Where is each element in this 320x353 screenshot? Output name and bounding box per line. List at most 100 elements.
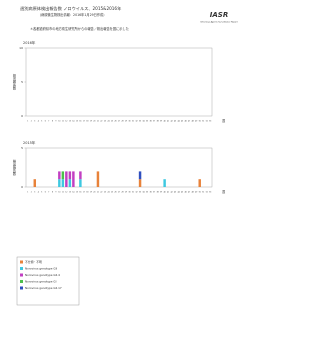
x-tick-label: 22: [100, 192, 102, 194]
x-axis-label: 週: [222, 189, 226, 194]
y-tick-label: 10: [19, 46, 23, 50]
x-tick-label: 36: [150, 121, 152, 123]
y-axis-label: 検出報告数: [12, 158, 16, 176]
bar: [163, 179, 166, 187]
bar: [33, 179, 37, 187]
x-tick-label: 50: [199, 192, 201, 194]
x-tick-label: 30: [129, 121, 131, 123]
x-tick-label: 29: [125, 192, 127, 194]
x-tick-label: 6: [45, 192, 46, 194]
legend-swatch: [20, 260, 23, 264]
x-tick-label: 49: [195, 121, 197, 123]
x-tick-label: 13: [69, 121, 71, 123]
x-tick-label: 32: [136, 192, 138, 194]
x-tick-label: 34: [143, 192, 145, 194]
x-tick-label: 15: [76, 192, 78, 194]
bar: [138, 171, 142, 180]
x-tick-label: 20: [93, 192, 95, 194]
x-tick-label: 30: [129, 192, 131, 194]
bar: [58, 179, 61, 187]
x-tick-label: 34: [143, 121, 145, 123]
x-tick-label: 41: [167, 121, 169, 123]
x-tick-label: 7: [48, 192, 49, 194]
x-tick-label: 50: [199, 121, 201, 123]
x-axis-label: 週: [222, 118, 226, 123]
page-title: 週別病原体検出報告数 ノロウイルス、2015&2016年: [20, 5, 121, 12]
x-tick-label: 17: [83, 121, 85, 123]
y-tick-label: 5: [21, 146, 23, 150]
x-tick-label: 16: [79, 192, 81, 194]
x-tick-label: 27: [118, 192, 120, 194]
x-tick-label: 48: [192, 192, 194, 194]
x-tick-label: 28: [121, 192, 123, 194]
x-tick-label: 42: [171, 192, 173, 194]
legend-label: Norovirus genotype GII.17: [25, 286, 62, 290]
x-tick-label: 25: [111, 192, 113, 194]
x-tick-label: 11: [62, 121, 64, 123]
x-tick-label: 44: [178, 192, 180, 194]
x-tick-label: 1: [27, 192, 28, 194]
x-tick-label: 4: [38, 192, 39, 194]
x-tick-label: 11: [62, 192, 64, 194]
x-tick-label: 46: [185, 121, 187, 123]
page: 週別病原体検出報告数 ノロウイルス、2015&2016年 （病原微生物検出情報：…: [12, 5, 238, 306]
x-tick-label: 7: [48, 121, 49, 123]
x-tick-label: 31: [132, 192, 134, 194]
x-tick-label: 39: [160, 192, 162, 194]
x-tick-label: 24: [107, 121, 109, 123]
x-tick-label: 41: [167, 192, 169, 194]
bar: [198, 179, 201, 187]
x-tick-label: 4: [38, 121, 39, 123]
x-tick-label: 48: [192, 121, 194, 123]
x-tick-label: 43: [174, 121, 176, 123]
plot-frame: [25, 147, 213, 188]
legend-label: Norovirus genotype GI: [25, 280, 57, 284]
legend-swatch: [20, 286, 23, 290]
x-tick-label: 37: [153, 121, 155, 123]
y-tick-label: 0: [21, 114, 23, 118]
x-tick-label: 45: [181, 121, 183, 123]
x-tick-label: 40: [164, 192, 166, 194]
x-tick-label: 23: [104, 121, 106, 123]
x-tick-label: 2: [31, 192, 32, 194]
bar: [61, 179, 65, 187]
y-axis-label: 検出報告数: [12, 73, 16, 91]
logo: IASR: [210, 11, 228, 19]
x-tick-label: 14: [72, 121, 74, 123]
x-tick-label: 12: [65, 121, 67, 123]
x-tick-label: 9: [55, 192, 56, 194]
legend: 不分類・不明 Norovirus genotype GII Norovirus ge…: [16, 256, 80, 306]
x-tick-label: 33: [139, 121, 141, 123]
x-tick-label: 53: [209, 192, 211, 194]
x-tick-label: 23: [104, 192, 106, 194]
bar: [65, 171, 68, 187]
bar: [68, 171, 72, 180]
x-tick-label: 52: [206, 121, 208, 123]
y-tick-label: 5: [21, 80, 23, 84]
x-tick-label: 2: [31, 121, 32, 123]
x-tick-label: 37: [153, 192, 155, 194]
x-tick-label: 35: [146, 192, 148, 194]
x-tick-label: 6: [45, 121, 46, 123]
x-tick-label: 9: [55, 121, 56, 123]
x-tick-label: 51: [202, 192, 204, 194]
x-tick-label: 8: [52, 192, 53, 194]
x-tick-label: 53: [209, 121, 211, 123]
x-tick-label: 26: [114, 121, 116, 123]
x-tick-label: 36: [150, 192, 152, 194]
x-tick-label: 21: [97, 121, 99, 123]
x-tick-label: 22: [100, 121, 102, 123]
page-note: ＊各都道府県市の地方衛生研究所からの報告／検出報告を図に示した: [30, 26, 129, 31]
chart-title: 2015年: [23, 140, 36, 145]
x-tick-label: 45: [181, 192, 183, 194]
x-tick-label: 19: [90, 121, 92, 123]
legend-label: 不分類・不明: [25, 260, 42, 264]
x-tick-label: 31: [132, 121, 134, 123]
x-tick-label: 47: [188, 192, 190, 194]
x-tick-label: 18: [86, 192, 88, 194]
logo-sub: Infectious Agents Surveillance Report: [200, 21, 238, 24]
x-tick-label: 3: [34, 192, 35, 194]
legend-label: Norovirus genotype GII.4: [25, 273, 60, 277]
bar: [79, 171, 82, 180]
x-tick-label: 1: [27, 121, 28, 123]
